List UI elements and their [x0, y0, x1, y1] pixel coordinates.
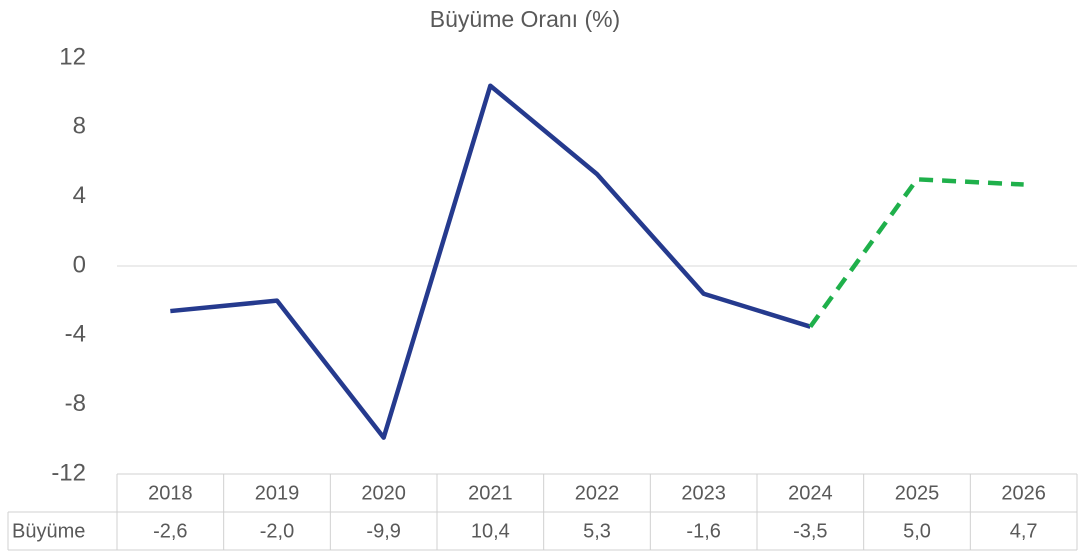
- y-tick-label: 8: [73, 113, 86, 140]
- x-tick-label: 2021: [468, 482, 513, 504]
- data-label: 5,3: [583, 520, 611, 542]
- data-label: 5,0: [903, 520, 931, 542]
- x-tick-label: 2018: [148, 482, 193, 504]
- data-label: -3,5: [793, 520, 827, 542]
- x-tick-label: 2019: [255, 482, 300, 504]
- line-series: [170, 83, 811, 440]
- data-label: -9,9: [366, 520, 400, 542]
- forecast-line: [808, 177, 1024, 328]
- y-tick-label: 12: [59, 43, 86, 70]
- x-tick-label: 2025: [895, 482, 940, 504]
- data-label: -2,0: [260, 520, 294, 542]
- data-label: 4,7: [1010, 520, 1038, 542]
- x-tick-label: 2022: [575, 482, 620, 504]
- y-tick-label: -12: [51, 459, 86, 486]
- y-tick-label: -4: [65, 321, 86, 348]
- x-tick-label: 2024: [788, 482, 833, 504]
- x-tick-label: 2026: [1001, 482, 1046, 504]
- data-label: 10,4: [471, 520, 510, 542]
- chart-title: Büyüme Oranı (%): [430, 6, 620, 32]
- y-tick-label: 0: [73, 251, 86, 278]
- table-row-label: Büyüme: [12, 520, 85, 542]
- data-label: -1,6: [686, 520, 720, 542]
- x-tick-label: 2023: [681, 482, 726, 504]
- data-label: -2,6: [153, 520, 187, 542]
- y-tick-label: -8: [65, 390, 86, 417]
- x-tick-label: 2020: [361, 482, 406, 504]
- y-tick-label: 4: [73, 182, 86, 209]
